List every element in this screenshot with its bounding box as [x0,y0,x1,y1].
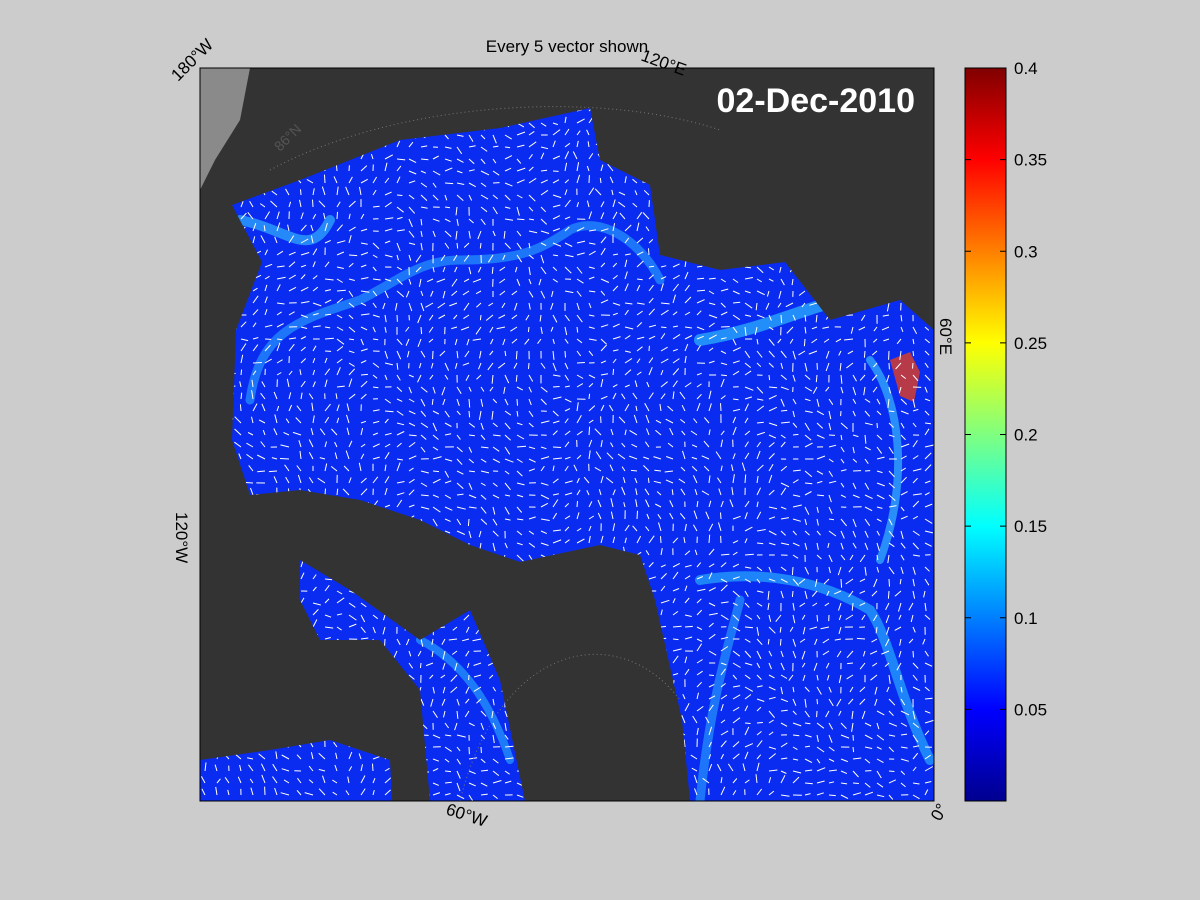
graticule [269,106,721,801]
map-frame [199,67,935,802]
map-label: 60°E [936,318,955,355]
colorbar-tick-label: 0.25 [1014,334,1047,353]
map-label: 120°W [172,512,191,563]
date-label: 02-Dec-2010 [717,82,915,120]
map-title: Every 5 vector shown [486,37,649,56]
colorbar-tick-label: 0.15 [1014,517,1047,536]
map-area [200,68,934,801]
land-shelf [200,68,250,190]
map-label: 60°W [444,800,490,831]
colorbar-tick-label: 0.4 [1014,59,1038,78]
colorbar-tick-label: 0.35 [1014,151,1047,170]
colorbar-tick-label: 0.05 [1014,700,1047,719]
colorbar [964,67,1007,802]
colorbar-tick-label: 0.2 [1014,426,1038,445]
colorbar-tick-label: 0.3 [1014,242,1038,261]
colorbar-tick-label: 0.1 [1014,609,1038,628]
map-label: 0° [927,800,952,824]
